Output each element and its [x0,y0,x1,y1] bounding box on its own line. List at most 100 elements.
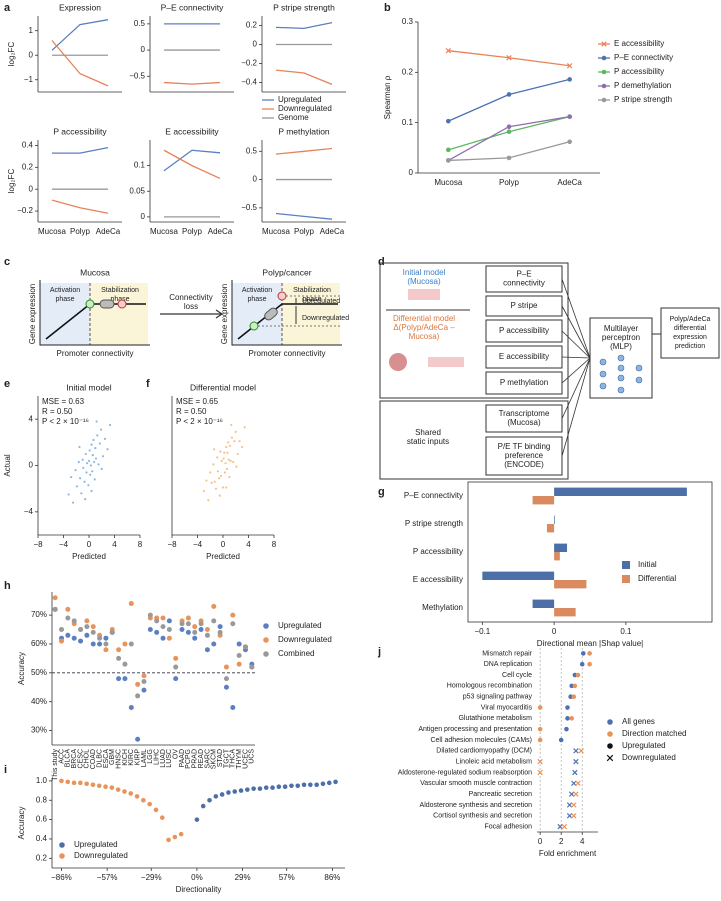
point [223,664,229,670]
legend-marker [607,719,613,725]
y-tick-label: E accessibility [413,575,463,584]
x-tick-label: 29% [235,873,251,882]
point [232,460,235,464]
feature-label: E accessibility [499,352,549,361]
y-tick-label: Methylation [422,603,463,612]
point [101,455,105,458]
point [100,467,103,471]
point [173,676,179,682]
point [116,676,122,682]
state [249,321,259,331]
point [235,465,238,468]
x-tick-label: AdeCa [557,178,582,187]
point [234,430,237,434]
x-tick-label: 0.1 [620,627,632,636]
x-tick-label: 4 [580,837,585,846]
point [192,635,198,641]
point [84,624,90,630]
panel-label: e [4,378,10,390]
point [166,618,172,624]
point [217,624,223,630]
point [115,787,121,792]
chart-title: Initial model [66,382,111,392]
x-tick-label: Polyp [499,178,520,187]
marker [607,743,613,749]
marker-x [568,791,575,797]
chart-title: P stripe strength [273,2,335,12]
point [221,486,225,489]
point [59,627,65,633]
bar [554,608,576,617]
tissue-icon [428,357,464,367]
point [84,618,90,624]
x-tick-label: This study [52,749,59,781]
x-tick-label: BLCA [65,749,72,768]
point [185,629,191,635]
marker [572,672,578,678]
point [109,785,115,790]
x-tick-label: 4 [246,540,251,549]
point [82,466,85,469]
marker [564,726,569,732]
y-tick-label: p53 signaling pathway [463,694,533,701]
chart-title: E accessibility [165,126,219,136]
x-tick-label: Mucosa [262,227,291,236]
x-tick-label: KIRP [134,749,141,766]
point [109,629,115,635]
chart-title: P accessibility [53,126,107,136]
point [141,797,146,803]
legend-marker [263,651,269,657]
point [67,493,70,496]
point [52,595,58,601]
point [154,618,160,624]
marker-x [566,802,573,808]
x-tick-label: PAAD [179,749,186,768]
x-axis-label: Fold enrichment [539,849,597,858]
x-tick-label: AdeCa [96,227,121,236]
legend-marker [263,623,269,629]
y-tick-label: 0.6 [36,815,48,824]
point [210,481,213,484]
point [198,621,204,627]
point [65,779,71,785]
marker [580,651,586,656]
x-tick-label: PRAD [192,749,199,768]
bar [554,580,587,589]
x-tick-label: −0.1 [474,627,490,636]
marker [446,147,451,153]
y-tick-label: DNA replication [484,661,532,668]
marker-x [575,780,581,787]
x-tick-label: ESCA [103,749,110,768]
y-tick-label: 0 [29,184,34,193]
phase-label: Activation [50,287,80,294]
point [135,693,141,699]
y-tick-label: 0.2 [22,162,34,171]
line [275,22,333,30]
feature-box [485,404,563,433]
y-axis-label: Accuracy [17,652,26,685]
point [90,489,93,493]
legend-label: Upregulated [278,621,322,630]
point [326,780,332,786]
point [96,434,99,437]
line [163,149,221,172]
legend-label: P–E connectivity [614,53,673,62]
point [229,459,232,462]
point [89,473,92,476]
x-tick-label: −29% [141,873,162,882]
point [78,477,82,480]
y-tick-label: 0.2 [402,67,414,76]
axis-label: Promoter connectivity [249,349,326,358]
bar [532,496,555,505]
point [90,624,96,630]
point [87,484,90,487]
marker [575,672,581,678]
y-tick-label: Dilated cardiomyopathy (DCM) [436,748,532,755]
x-tick-label: Polyp [70,227,91,236]
legend-label: Combined [278,649,314,658]
marker [587,661,592,667]
point [116,647,122,653]
x-tick-label: Mucosa [434,178,463,187]
point [122,789,127,794]
point [249,664,255,670]
